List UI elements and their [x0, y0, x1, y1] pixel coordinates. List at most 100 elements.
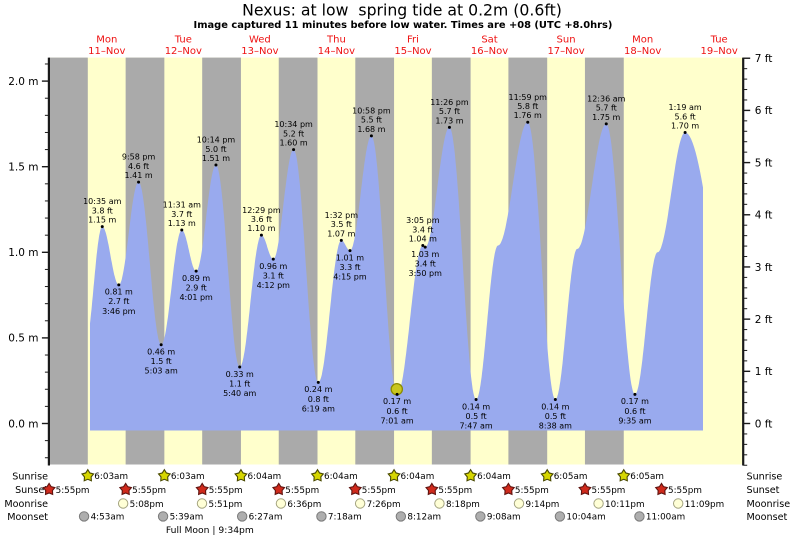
right-axis-tick-label: 0 ft — [755, 418, 773, 430]
sunrise-star-icon — [616, 468, 631, 482]
day-date-label: 13–Nov — [241, 46, 278, 57]
moonrise-circle-icon — [672, 498, 684, 509]
day-date-label: 11–Nov — [88, 46, 125, 57]
sunrise-star-icon — [234, 468, 248, 482]
low-tide-annotation-line: 7:47 am — [459, 422, 492, 431]
sunset-star-icon — [118, 482, 133, 496]
low-tide-annotation-line: 3:50 pm — [409, 269, 443, 278]
moonrise-circle-icon — [117, 498, 129, 509]
chart-subtitle: Image captured 11 minutes before low wat… — [194, 20, 613, 31]
sunset-star-icon — [654, 482, 669, 496]
astro-row-label-left: Sunrise — [12, 471, 48, 482]
left-axis-tick-label: 0.5 m — [8, 333, 38, 345]
low-tide-annotation-line: 0.6 ft — [387, 407, 408, 416]
astro-time-label: 6:03am — [171, 472, 205, 482]
day-date-label: 19–Nov — [701, 46, 738, 57]
right-axis-tick-label: 4 ft — [755, 210, 773, 222]
low-tide-annotation-line: 3:46 pm — [102, 307, 136, 316]
low-tide-annotation-line: 0.17 m — [621, 397, 649, 406]
low-tide-annotation-line: 1.03 m — [411, 250, 439, 259]
right-axis-tick-label: 1 ft — [755, 366, 773, 378]
astro-time-label: 6:03am — [94, 472, 128, 482]
low-tide-annotation-line: 0.33 m — [226, 370, 254, 379]
moonset-circle-icon — [236, 511, 248, 522]
day-date-label: 12–Nov — [165, 46, 202, 57]
high-tide-annotation-line: 10:58 pm — [352, 106, 391, 115]
day-date-label: 18–Nov — [624, 46, 661, 57]
tide-point-dot — [271, 257, 275, 261]
astro-time-label: 10:11pm — [605, 500, 645, 510]
tide-annotations: 10:35 am3.8 ft1.15 m 0.81 m2.7 ft3:46 pm 9… — [83, 93, 702, 431]
sunset-star-icon — [42, 482, 56, 496]
astro-row-label-right: Moonset — [747, 512, 788, 523]
low-tide-annotation-line: 0.96 m — [259, 262, 287, 271]
sunrise-star-icon — [81, 468, 95, 482]
low-tide-annotation-line: 1.5 ft — [151, 357, 172, 366]
tide-point-dot — [292, 148, 296, 152]
tide-point-dot — [339, 238, 343, 242]
moonset-circle-icon — [634, 511, 645, 522]
low-tide-annotation-line: 0.14 m — [462, 402, 490, 411]
high-tide-annotation-line: 1.15 m — [88, 216, 116, 225]
moonrise-circle-icon — [434, 498, 445, 509]
day-labels: Mon11–NovTue12–NovWed13–NovThu14–NovFri1… — [88, 35, 738, 58]
low-tide-annotation-line: 7:01 am — [380, 416, 413, 425]
day-weekday-label: Wed — [249, 35, 271, 46]
tide-point-dot — [369, 134, 373, 138]
left-axis-tick-label: 1.5 m — [8, 162, 38, 174]
tide-point-dot — [423, 245, 427, 249]
high-tide-annotation-line: 11:59 pm — [509, 93, 548, 102]
high-tide-annotation-line: 5.0 ft — [205, 145, 226, 154]
low-tide-annotation-line: 0.6 ft — [624, 407, 645, 416]
low-tide-annotation-line: 0.5 ft — [545, 412, 566, 421]
tide-point-dot — [395, 392, 399, 396]
moonset-circle-icon — [157, 511, 169, 522]
low-tide-annotation-line: 4:15 pm — [333, 273, 367, 282]
tide-point-dot — [421, 243, 425, 247]
tide-point-dot — [137, 180, 141, 184]
astro-time-label: 10:04am — [566, 513, 605, 523]
tide-point-dot — [180, 228, 184, 232]
astro-time-label: 5:39am — [170, 513, 204, 523]
tide-curve-area — [90, 122, 703, 431]
astro-time-label: 7:26pm — [367, 500, 401, 510]
tide-point-dot — [100, 225, 104, 229]
high-tide-annotation-line: 1.10 m — [247, 224, 275, 233]
astro-time-label: 5:55pm — [209, 486, 243, 496]
day-weekday-label: Mon — [96, 35, 117, 46]
high-tide-annotation-line: 4.6 ft — [128, 162, 149, 171]
astro-time-label: 6:05am — [630, 472, 664, 482]
tide-point-dot — [117, 283, 121, 287]
astro-time-label: 9:08am — [487, 513, 521, 523]
astro-time-label: 5:51pm — [208, 500, 242, 510]
high-tide-annotation-line: 1.75 m — [592, 113, 620, 122]
low-tide-annotation-line: 2.9 ft — [186, 284, 207, 293]
astro-row-label-right: Sunset — [747, 485, 780, 496]
sunset-star-icon — [578, 482, 592, 496]
astro-time-label: 5:55pm — [438, 486, 472, 496]
astro-time-label: 11:09pm — [685, 500, 725, 510]
tide-point-dot — [633, 392, 637, 396]
high-tide-annotation-line: 5.6 ft — [675, 112, 696, 121]
high-tide-annotation-line: 1:32 pm — [325, 211, 359, 220]
high-tide-annotation-line: 5.8 ft — [517, 102, 538, 111]
low-tide-annotation-line: 5:40 am — [223, 389, 256, 398]
tide-point-dot — [447, 125, 451, 129]
day-date-label: 14–Nov — [318, 46, 355, 57]
low-tide-annotation-line: 2.7 ft — [108, 297, 129, 306]
low-tide-annotation-line: 5:03 am — [145, 367, 178, 376]
high-tide-annotation-line: 1.13 m — [168, 219, 196, 228]
low-tide-annotation-line: 0.46 m — [147, 348, 175, 357]
day-weekday-label: Sat — [481, 35, 497, 46]
low-tide-annotation-line: 0.81 m — [105, 288, 133, 297]
high-tide-annotation-line: 5.7 ft — [596, 104, 617, 113]
high-tide-annotation-line: 5.5 ft — [361, 116, 382, 125]
day-date-label: 15–Nov — [394, 46, 431, 57]
sunset-star-icon — [348, 482, 363, 496]
high-tide-annotation-line: 1.60 m — [280, 139, 308, 148]
high-tide-annotation-line: 1.41 m — [124, 171, 152, 180]
astro-time-label: 5:08pm — [130, 500, 164, 510]
tide-point-dot — [474, 398, 478, 402]
high-tide-annotation-line: 12:29 pm — [242, 206, 281, 215]
